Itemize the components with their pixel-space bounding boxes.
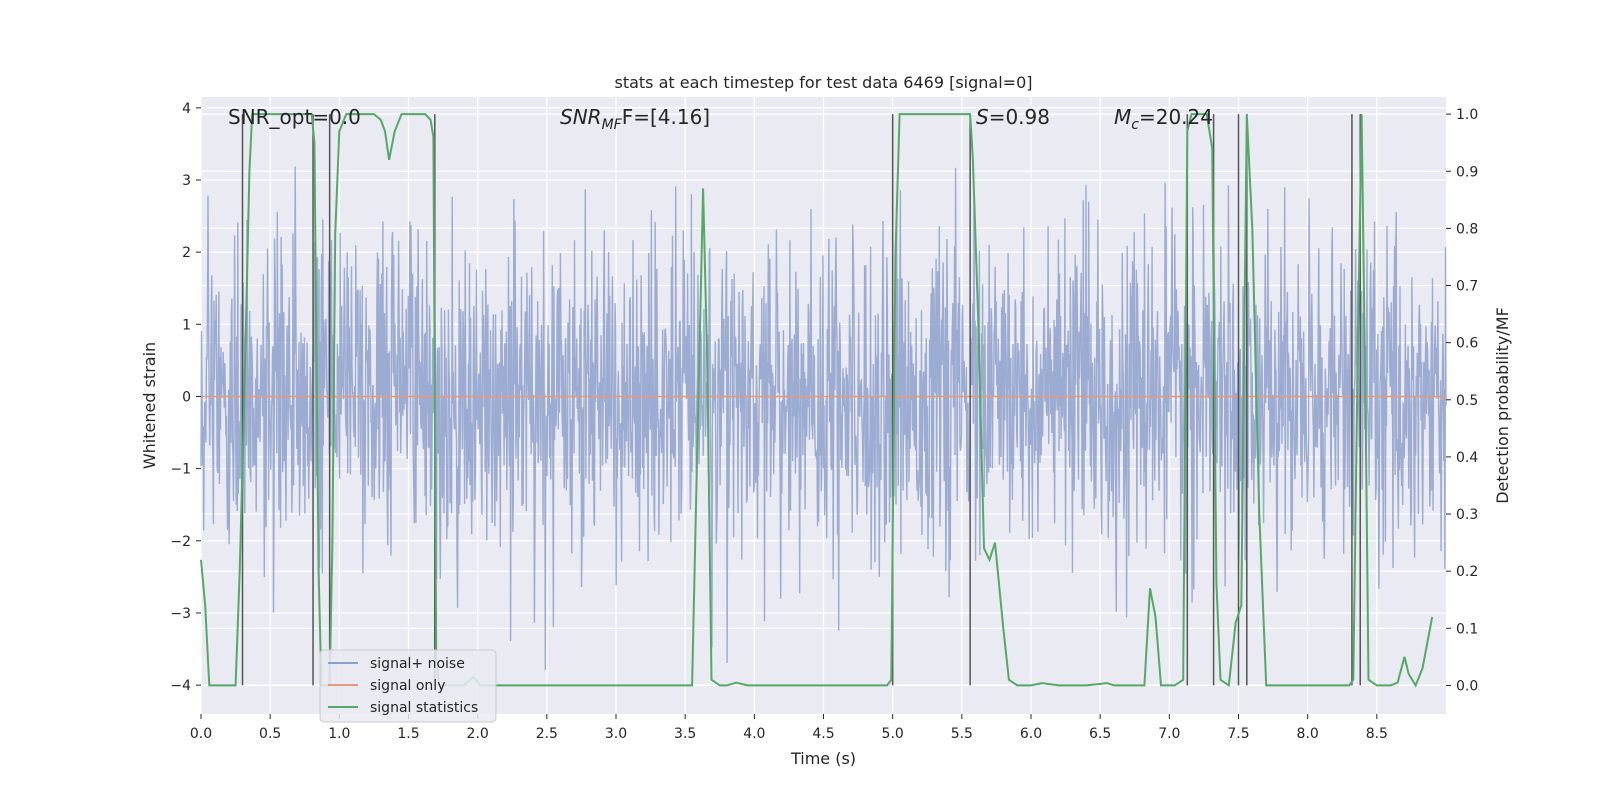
chart-title: stats at each timestep for test data 646…: [614, 73, 1032, 92]
legend-box: [319, 649, 497, 723]
y2-axis-label: Detection probability/MF: [1493, 307, 1512, 504]
x-tick-label: 2.0: [467, 726, 489, 742]
legend-label: signal only: [370, 678, 445, 694]
x-tick-label: 6.5: [1089, 726, 1111, 742]
y-tick-label: 4: [182, 101, 191, 117]
x-tick-label: 1.5: [397, 726, 419, 742]
x-tick-label: 8.5: [1366, 726, 1388, 742]
y2-tick-label: 0.6: [1456, 336, 1478, 352]
x-tick-label: 5.5: [951, 726, 973, 742]
x-tick-label: 4.0: [743, 726, 765, 742]
y2-tick-label: 0.9: [1456, 164, 1478, 180]
y2-tick-label: 0.2: [1456, 564, 1478, 580]
legend: signal+ noise signal only signal statistic…: [319, 649, 497, 723]
y-tick-label: 3: [182, 173, 191, 189]
x-tick-label: 0.5: [259, 726, 281, 742]
x-axis-label: Time (s): [790, 749, 856, 768]
y2-tick-label: 0.8: [1456, 221, 1478, 237]
annotation-snr-mf: SNRMFF=[4.16]: [560, 105, 710, 133]
annotation-s: S=0.98: [976, 105, 1050, 129]
x-tick-label: 3.5: [674, 726, 696, 742]
vertical-markers: [241, 114, 1361, 686]
y2-tick-label: 0.1: [1456, 621, 1478, 637]
y2-tick-label: 0.7: [1456, 279, 1478, 295]
legend-label: signal statistics: [370, 700, 478, 716]
y2-tick-label: 0.4: [1456, 450, 1478, 466]
y-tick-label: 2: [182, 245, 191, 261]
x-tick-label: 4.5: [812, 726, 834, 742]
y2-tick-label: 0.0: [1456, 678, 1478, 694]
x-tick-label: 1.0: [328, 726, 350, 742]
annotation-snr-opt: SNR_opt=0.0: [228, 105, 361, 129]
y-tick-label: 1: [182, 317, 191, 333]
legend-label: signal+ noise: [370, 656, 465, 672]
annotation-mc: Mc=20.24: [1114, 105, 1213, 133]
y-tick-label: −1: [170, 462, 191, 478]
y-tick-label: −4: [170, 678, 191, 694]
x-tick-label: 7.5: [1227, 726, 1249, 742]
y2-tick-label: 1.0: [1456, 107, 1478, 123]
x-tick-label: 2.5: [536, 726, 558, 742]
y-axis-label: Whitened strain: [140, 342, 159, 469]
x-tick-label: 8.0: [1297, 726, 1319, 742]
x-tick-label: 6.0: [1020, 726, 1042, 742]
x-tick-label: 3.0: [605, 726, 627, 742]
y-tick-label: −3: [170, 606, 191, 622]
x-tick-label: 0.0: [190, 726, 212, 742]
y-tick-label: −2: [170, 534, 191, 550]
y-tick-label: 0: [182, 389, 191, 405]
x-tick-label: 7.0: [1158, 726, 1180, 742]
y2-tick-label: 0.5: [1456, 393, 1478, 409]
y2-tick-label: 0.3: [1456, 507, 1478, 523]
x-tick-label: 5.0: [882, 726, 904, 742]
